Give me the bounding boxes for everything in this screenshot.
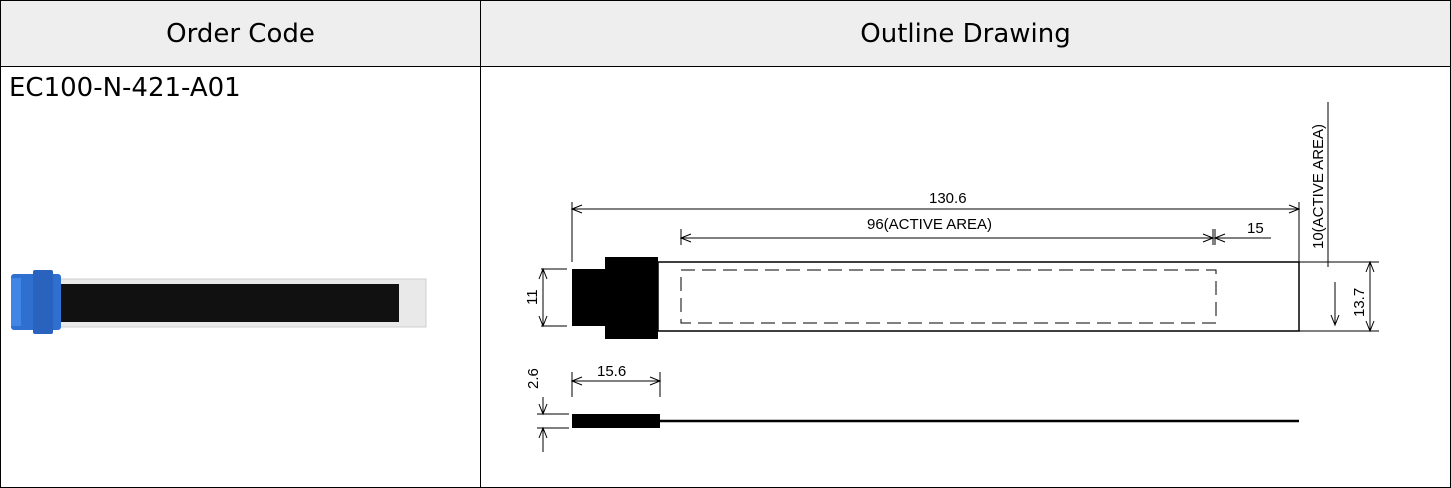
dim-total-length: 130.6 — [929, 190, 967, 207]
dim-connector-height: 11 — [524, 289, 541, 305]
connector-shape — [572, 269, 607, 326]
dim-strip-width: 13.7 — [1351, 288, 1368, 317]
outline-drawing: 130.6 96(ACTIVE AREA) 15 10(ACTIVE AREA)… — [524, 102, 1379, 452]
product-photo — [11, 270, 427, 334]
connector-edge — [11, 278, 21, 326]
connector-rib — [33, 270, 53, 334]
column-divider — [480, 66, 481, 487]
connector-rib-shape — [605, 257, 658, 339]
dim-connector-length: 15.6 — [597, 363, 626, 380]
dim-active-length: 96(ACTIVE AREA) — [867, 216, 992, 233]
dim-active-width: 10(ACTIVE AREA) — [1310, 124, 1327, 249]
header-order-code: Order Code — [1, 1, 481, 67]
side-connector — [572, 414, 660, 428]
dim-tail: 15 — [1247, 220, 1264, 237]
sensor-strip — [59, 284, 399, 322]
active-area-outline — [680, 269, 1217, 324]
strip-outline — [657, 261, 1300, 332]
dim-thickness: 2.6 — [525, 368, 542, 389]
order-code-value: EC100-N-421-A01 — [9, 73, 241, 103]
header-outline-drawing: Outline Drawing — [481, 1, 1450, 67]
